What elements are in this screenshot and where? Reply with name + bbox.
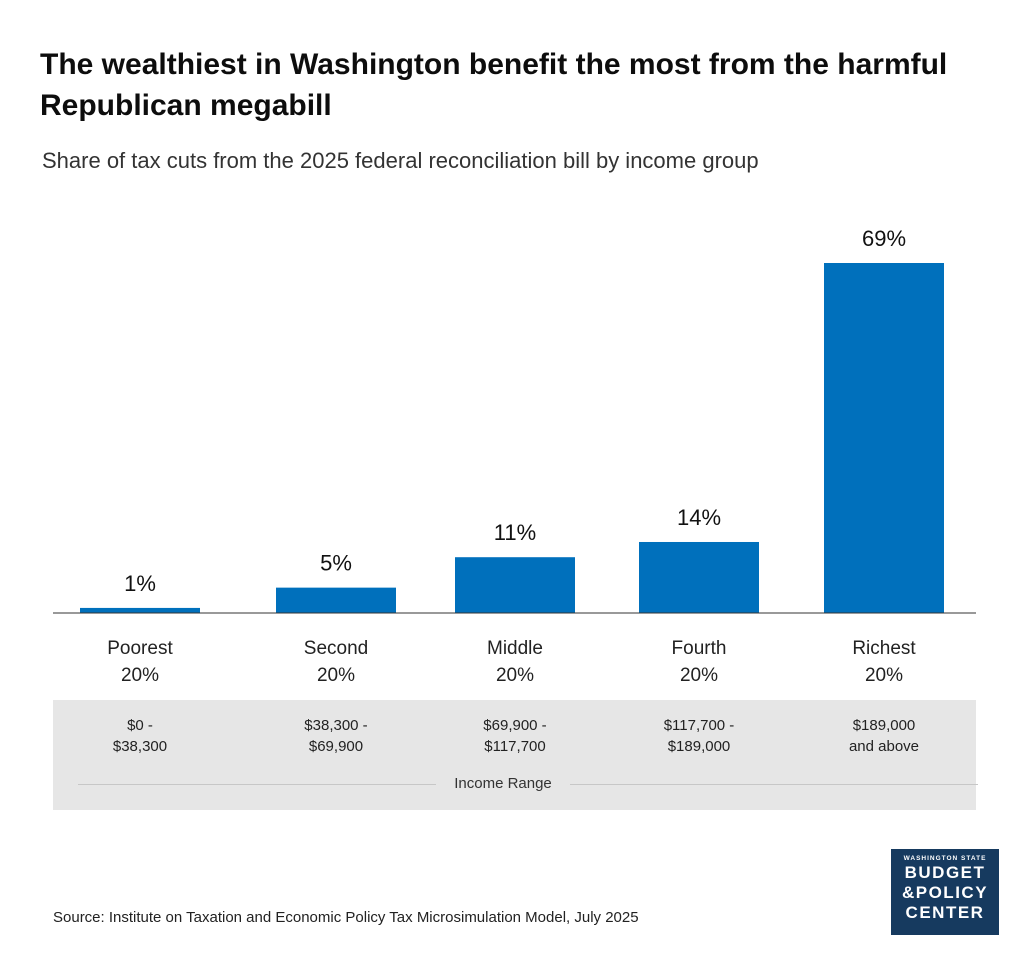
chart-subtitle: Share of tax cuts from the 2025 federal … — [42, 148, 759, 173]
bar-4 — [639, 541, 759, 613]
logo-line-state: WASHINGTON STATE — [903, 855, 987, 862]
bar-chart: 1% Poorest 20% 5% Second 20% 11% Middle 20% 14% Fo… — [53, 226, 976, 686]
income-range-3: $69,900 - $117,700 — [483, 717, 547, 755]
bar-1 — [80, 607, 200, 613]
category-label-3: Middle 20% — [487, 638, 543, 686]
bar-value-label-1: 1% — [124, 571, 156, 596]
logo-line-policy: &POLICY — [901, 883, 989, 902]
income-range-2: $38,300 - $69,900 — [304, 717, 368, 755]
budget-policy-center-logo: WASHINGTON STATE BUDGET &POLICY CENTER — [891, 849, 999, 935]
bar-value-label-4: 14% — [677, 505, 721, 530]
income-range-5: $189,000 and above — [848, 717, 920, 755]
bar-5 — [824, 263, 944, 613]
income-range-band — [53, 700, 976, 810]
source-note: Source: Institute on Taxation and Econom… — [53, 909, 639, 926]
bar-3 — [455, 557, 575, 613]
category-label-1: Poorest 20% — [107, 638, 173, 686]
chart-title: The wealthiest in Washington benefit the… — [40, 48, 948, 122]
category-label-5: Richest 20% — [852, 638, 916, 686]
bar-value-label-2: 5% — [320, 551, 352, 576]
bar-value-label-3: 11% — [494, 520, 536, 545]
income-range-label: Income Range — [454, 775, 552, 792]
logo-line-center: CENTER — [905, 903, 985, 922]
logo-line-budget: BUDGET — [904, 863, 986, 882]
bar-value-label-5: 69% — [862, 226, 906, 251]
category-label-4: Fourth 20% — [672, 638, 727, 686]
income-range-1: $0 - $38,300 — [112, 717, 168, 755]
bar-2 — [276, 587, 396, 613]
income-range-rule-right — [570, 784, 978, 785]
income-range-rule-left — [78, 784, 436, 785]
income-range-4: $117,700 - $189,000 — [663, 717, 735, 755]
category-label-2: Second 20% — [304, 638, 368, 686]
